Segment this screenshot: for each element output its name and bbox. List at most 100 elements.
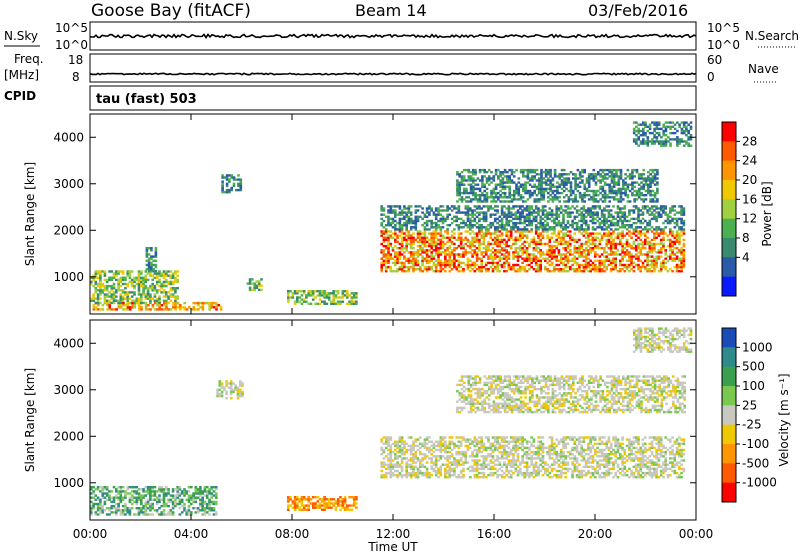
velocity-echo-cell <box>194 500 198 504</box>
power-echo-cell <box>94 308 98 311</box>
power-echo-cell <box>487 242 490 246</box>
power-echo-cell <box>499 194 502 197</box>
power-echo-cell <box>434 230 438 233</box>
velocity-echo-cell <box>117 490 120 493</box>
power-echo-cell <box>503 270 506 273</box>
power-echo-cell <box>535 200 539 203</box>
power-echo-cell <box>430 209 433 212</box>
power-echo-cell <box>526 175 530 178</box>
power-echo-cell <box>558 191 561 195</box>
power-echo-cell <box>128 280 132 284</box>
power-echo-cell <box>598 232 602 235</box>
power-echo-cell <box>580 251 583 254</box>
power-echo-cell <box>472 191 475 195</box>
power-echo-cell <box>400 226 404 229</box>
power-echo-cell <box>662 230 665 233</box>
power-echo-cell <box>617 187 621 191</box>
power-echo-cell <box>541 205 545 208</box>
power-echo-cell <box>512 175 516 178</box>
power-echo-cell <box>94 274 98 277</box>
power-echo-cell <box>144 304 148 307</box>
power-echo-cell <box>503 261 506 265</box>
power-echo-cell <box>512 257 515 260</box>
power-echo-cell <box>519 244 522 248</box>
power-echo-cell <box>423 242 427 246</box>
power-echo-cell <box>669 144 672 147</box>
power-echo-cell <box>612 244 615 248</box>
power-echo-cell <box>558 173 561 176</box>
power-echo-cell <box>603 263 606 267</box>
power-echo-cell <box>165 284 168 288</box>
power-echo-cell <box>128 306 132 309</box>
power-echo-cell <box>634 238 638 242</box>
power-echo-cell <box>437 261 440 265</box>
power-echo-cell <box>221 184 224 188</box>
power-echo-cell <box>414 228 418 231</box>
power-echo-cell <box>469 270 472 273</box>
power-echo-cell <box>646 144 650 147</box>
power-echo-cell <box>126 284 129 288</box>
power-echo-cell <box>416 263 420 267</box>
power-echo-cell <box>154 249 158 252</box>
power-echo-cell <box>642 129 645 133</box>
power-echo-cell <box>580 247 583 250</box>
power-echo-cell <box>160 304 164 307</box>
velocity-echo-cell <box>210 492 213 495</box>
power-echo-cell <box>147 265 151 269</box>
power-echo-cell <box>110 270 114 273</box>
power-echo-cell <box>133 306 136 309</box>
power-echo-cell <box>425 268 429 271</box>
power-echo-cell <box>560 183 564 186</box>
power-echo-cell <box>215 301 218 305</box>
power-echo-cell <box>487 232 490 235</box>
power-echo-cell <box>400 240 404 244</box>
power-echo-cell <box>405 270 408 273</box>
power-echo-cell <box>530 257 533 260</box>
velocity-echo-cell <box>387 471 390 475</box>
velocity-echo-cell <box>162 500 166 504</box>
power-echo-cell <box>469 213 472 216</box>
power-echo-cell <box>639 226 642 229</box>
power-echo-cell <box>478 213 481 216</box>
power-echo-cell <box>117 289 120 292</box>
power-echo-cell <box>521 247 524 250</box>
power-echo-cell <box>400 270 404 273</box>
power-echo-cell <box>483 189 486 193</box>
velocity-echo-cell <box>287 506 290 509</box>
velocity-echo-cell <box>135 500 139 504</box>
power-echo-cell <box>475 215 479 218</box>
power-echo-cell <box>462 211 465 214</box>
power-echo-cell <box>135 278 139 282</box>
power-echo-cell <box>499 200 502 203</box>
velocity-echo-cell <box>128 511 132 514</box>
power-echo-cell <box>176 278 179 282</box>
velocity-echo-cell <box>302 496 306 499</box>
power-echo-cell <box>646 257 649 260</box>
power-echo-cell <box>296 296 299 299</box>
velocity-echo-cell <box>115 502 118 506</box>
power-echo-cell <box>453 255 456 258</box>
power-echo-cell <box>416 259 420 262</box>
power-echo-cell <box>439 232 443 235</box>
power-echo-cell <box>656 189 659 193</box>
power-echo-cell <box>142 301 145 305</box>
power-echo-cell <box>558 175 561 178</box>
power-echo-cell <box>158 270 161 273</box>
velocity-echo-cell <box>210 502 213 506</box>
power-echo-cell <box>507 219 511 223</box>
power-echo-cell <box>664 268 667 271</box>
power-echo-cell <box>497 198 500 201</box>
power-echo-cell <box>580 224 583 227</box>
power-echo-cell <box>589 219 592 223</box>
power-echo-cell <box>657 207 661 210</box>
power-echo-cell <box>532 259 536 262</box>
velocity-echo-cell <box>151 498 154 501</box>
power-echo-cell <box>128 297 132 300</box>
power-echo-cell <box>146 295 150 298</box>
power-echo-cell <box>430 265 433 269</box>
power-echo-cell <box>110 289 114 292</box>
power-echo-cell <box>403 236 406 239</box>
power-echo-cell <box>137 287 141 290</box>
power-echo-cell <box>584 247 588 250</box>
power-echo-cell <box>556 185 559 188</box>
